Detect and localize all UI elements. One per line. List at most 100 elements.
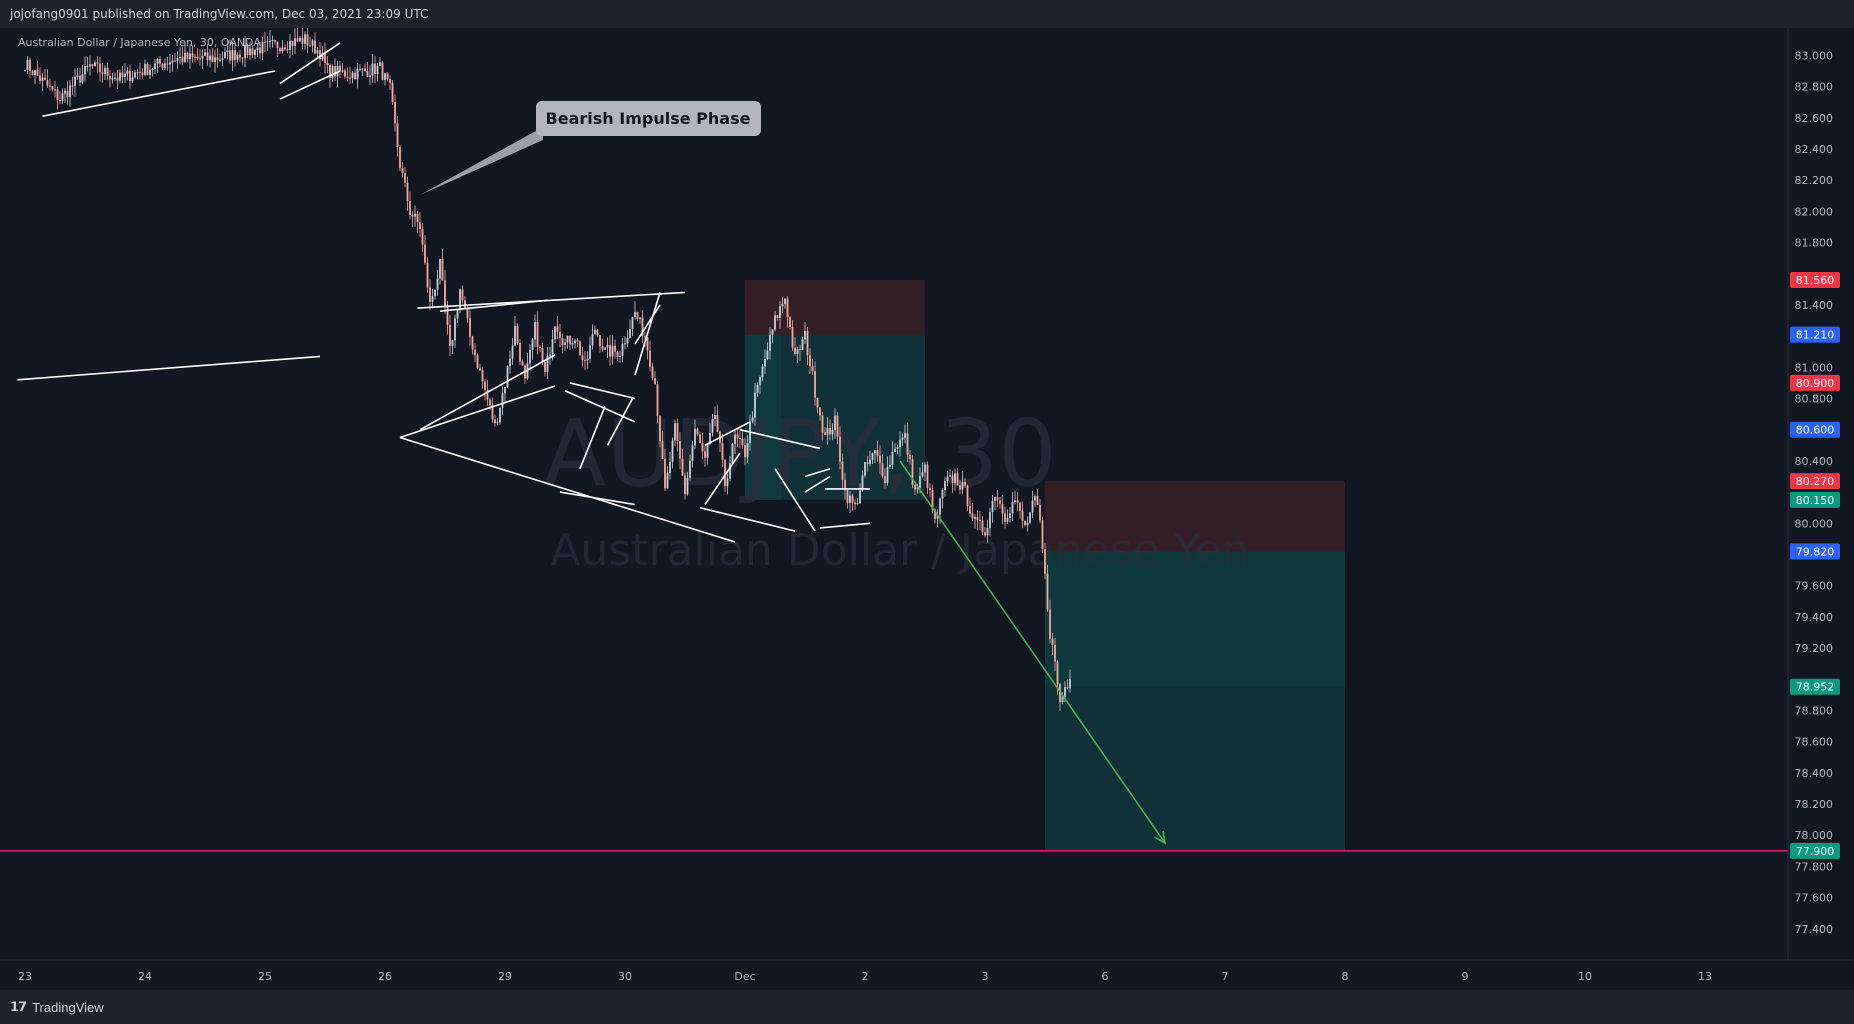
candle-body	[604, 347, 606, 350]
tradingview-brand[interactable]: 𝟭𝟳 TradingView	[10, 999, 104, 1015]
candle-body	[981, 520, 984, 533]
price-tick-label: 82.800	[1795, 81, 1834, 94]
price-tick-label: 82.400	[1795, 143, 1834, 156]
callout-box[interactable]	[536, 101, 761, 136]
candle-body	[569, 335, 571, 345]
candle-body	[639, 317, 641, 319]
candle-body	[456, 310, 459, 319]
candle-body	[236, 54, 239, 60]
candle-body	[361, 68, 364, 70]
candle-body	[109, 75, 111, 80]
candle-body	[299, 38, 301, 42]
candle-body	[894, 448, 896, 452]
time-tick-label: 8	[1342, 970, 1349, 983]
candle-body	[866, 462, 869, 465]
candle-body	[996, 497, 999, 501]
price-label-text: 77.900	[1796, 845, 1835, 858]
candle-body	[621, 343, 624, 356]
candle-body	[476, 355, 479, 369]
candle-body	[611, 345, 614, 357]
candle-body	[601, 346, 604, 350]
symbol-legend[interactable]: Australian Dollar / Japanese Yen, 30, OA…	[18, 36, 261, 49]
time-tick-label: 26	[378, 970, 392, 983]
candle-body	[101, 72, 104, 74]
candle-body	[1046, 573, 1049, 610]
price-label-text: 80.150	[1796, 494, 1835, 507]
candle-body	[486, 389, 489, 400]
price-tick-label: 81.400	[1795, 299, 1834, 312]
candle-body	[1019, 502, 1021, 511]
candle-body	[346, 76, 349, 78]
footer-bar: 𝟭𝟳 TradingView	[0, 990, 1854, 1024]
candle-body	[726, 478, 729, 487]
trendline	[804, 475, 831, 493]
candle-body	[974, 517, 976, 519]
candle-body	[704, 451, 706, 458]
candle-body	[334, 66, 336, 77]
candle-body	[799, 349, 801, 351]
candle-body	[819, 407, 821, 416]
candle-body	[471, 336, 474, 350]
candle-body	[674, 423, 676, 441]
watermark: AUDJPY, 30 Australian Dollar / Japanese …	[543, 400, 1249, 576]
trendline-drawings[interactable]	[0, 42, 1788, 852]
candle-body	[911, 459, 914, 485]
candle-body	[389, 79, 391, 83]
callout-text: Bearish Impulse Phase	[546, 109, 751, 128]
candle-body	[701, 442, 704, 452]
new-trade-stop-zone	[1045, 481, 1345, 552]
price-tick-label: 78.200	[1795, 798, 1834, 811]
candle-body	[126, 70, 129, 74]
candle-body	[551, 339, 554, 355]
candle-body	[436, 278, 439, 290]
candle-body	[916, 487, 919, 490]
candle-body	[459, 289, 461, 311]
candle-body	[474, 349, 476, 356]
price-chart[interactable]: AUDJPY, 30 Australian Dollar / Japanese …	[0, 28, 1854, 990]
price-label-box	[1790, 678, 1840, 695]
candle-body	[599, 335, 601, 347]
candle-body	[581, 355, 584, 361]
candle-body	[761, 366, 764, 378]
callout-annotation[interactable]: Bearish Impulse Phase	[420, 101, 761, 195]
price-axis[interactable]: 83.000 82.800 82.600 82.400 82.200 82.000 81.8…	[1795, 49, 1834, 935]
candle-body	[994, 497, 996, 502]
price-labels: 81.560 81.210 80.900 80.600 80.270 80.150 79.8…	[1790, 271, 1840, 859]
legend-text: Australian Dollar / Japanese Yen, 30, OA…	[18, 36, 261, 49]
candle-body	[24, 70, 26, 72]
candle-body	[664, 458, 666, 489]
candle-body	[81, 74, 84, 83]
price-label-text: 80.900	[1796, 377, 1835, 390]
price-tick-label: 78.600	[1795, 736, 1834, 749]
candle-body	[714, 414, 716, 419]
candle-body	[696, 428, 699, 435]
candle-body	[814, 371, 816, 398]
candle-body	[506, 366, 509, 388]
candle-body	[381, 62, 384, 80]
candle-body	[759, 377, 761, 385]
candle-body	[886, 467, 889, 483]
candle-body	[351, 72, 354, 79]
candle-body	[949, 475, 951, 477]
candle-body	[479, 368, 481, 371]
candle-body	[304, 34, 306, 44]
candle-body	[826, 428, 829, 435]
candle-body	[959, 485, 961, 490]
candle-body	[1061, 696, 1064, 703]
candle-body	[509, 358, 511, 367]
candle-body	[484, 381, 486, 390]
candle-body	[1029, 512, 1031, 523]
candle-body	[694, 428, 696, 446]
price-label-box	[1790, 374, 1840, 391]
candle-body	[296, 38, 299, 42]
candle-body	[411, 215, 414, 217]
candle-body	[644, 336, 646, 338]
price-tick-label: 81.800	[1795, 237, 1834, 250]
candle-body	[434, 289, 436, 297]
candle-body	[764, 359, 766, 367]
candle-body	[849, 495, 851, 503]
candle-body	[49, 85, 51, 87]
time-axis[interactable]: 23 24 25 26 29 30 Dec 2 3 6 7 8 9 10 13	[18, 970, 1712, 983]
price-label-box	[1790, 543, 1840, 560]
trendline	[439, 299, 548, 312]
